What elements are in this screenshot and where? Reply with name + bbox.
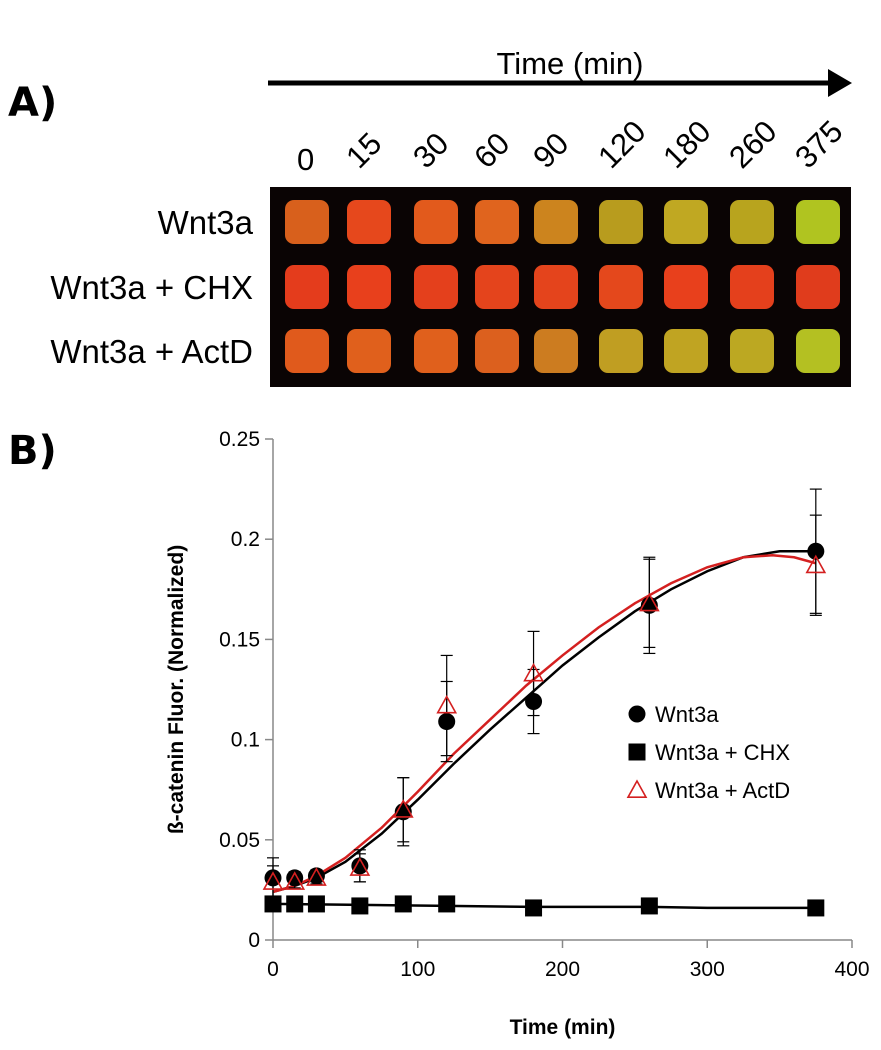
blot-well [475, 200, 519, 244]
blot-well [730, 200, 774, 244]
blot-well [534, 200, 578, 244]
blot-well [285, 200, 329, 244]
row-label: Wnt3a + ActD [50, 333, 253, 370]
blot-well [664, 265, 708, 309]
x-axis-title: Time (min) [510, 1016, 616, 1039]
data-point [307, 867, 325, 885]
data-point [286, 895, 304, 913]
legend-marker [628, 743, 646, 761]
panel-b: B) 0 0.05 0.1 0.15 0.2 0.25 0 100 200 300 400 Wnt3… [0, 400, 881, 1045]
data-point [438, 895, 456, 913]
blot-well [414, 265, 458, 309]
blot-well [796, 329, 840, 373]
y-tick-label: 0.1 [231, 729, 260, 752]
y-tick-label: 0.2 [231, 528, 260, 551]
data-point [262, 871, 284, 890]
y-tick-label: 0.15 [219, 628, 260, 651]
row-label: Wnt3a [158, 204, 254, 241]
time-point-label: 90 [526, 126, 575, 175]
error-bars [267, 488, 822, 899]
time-axis-title: Time (min) [497, 46, 644, 81]
fit-curve [272, 549, 816, 894]
legend-marker [626, 779, 648, 799]
panel-a: A) Time (min) 0 15 30 60 90 120 180 260 375 Wnt3… [0, 0, 881, 400]
chart-axes: 0 0.05 0.1 0.15 0.2 0.25 0 100 200 300 400 [219, 428, 869, 981]
data-point [392, 799, 414, 818]
blot-well [599, 329, 643, 373]
blot-well [599, 265, 643, 309]
time-point-label: 15 [339, 126, 388, 175]
x-tick-label: 300 [690, 958, 725, 981]
data-point [306, 867, 327, 886]
x-tick-label: 200 [545, 958, 580, 981]
row-label: Wnt3a + CHX [50, 269, 253, 306]
data-point [805, 554, 827, 574]
y-axis-title: ß-catenin Fluor. (Normalized) [165, 545, 188, 834]
time-point-label: 30 [406, 126, 455, 175]
data-point [264, 895, 282, 913]
data-points [262, 542, 827, 917]
legend-label: Wnt3a [655, 702, 719, 727]
blot-well [534, 329, 578, 373]
data-point [638, 592, 660, 612]
legend-marker [628, 705, 646, 723]
blot-well [475, 329, 519, 373]
fit-curve [272, 553, 817, 894]
x-tick-label: 0 [267, 958, 279, 981]
data-point [807, 542, 825, 560]
y-tick-label: 0.05 [219, 829, 260, 852]
data-point [525, 693, 543, 711]
blot-wells [285, 200, 840, 373]
fit-curves [272, 549, 817, 910]
time-point-label: 180 [656, 114, 717, 175]
data-point [351, 897, 369, 915]
data-point [307, 895, 325, 913]
data-point [807, 899, 825, 917]
panel-b-chart: B) 0 0.05 0.1 0.15 0.2 0.25 0 100 200 300 400 Wnt3… [8, 428, 870, 1039]
blot-well [475, 265, 519, 309]
legend-label: Wnt3a + ActD [655, 778, 790, 803]
row-labels: Wnt3a Wnt3a + CHX Wnt3a + ActD [50, 204, 253, 370]
panel-a-graphic: A) Time (min) 0 15 30 60 90 120 180 260 375 Wnt3… [8, 46, 852, 387]
time-arrow-head [828, 69, 852, 97]
blot-well [664, 329, 708, 373]
data-point [349, 857, 371, 876]
blot-well [664, 200, 708, 244]
x-tick-label: 100 [400, 958, 435, 981]
blot-well [347, 200, 391, 244]
data-point [284, 871, 306, 890]
time-point-label: 120 [591, 114, 652, 175]
blot-well [534, 265, 578, 309]
data-point [523, 662, 544, 682]
time-point-label: 375 [788, 114, 849, 175]
data-point [436, 694, 458, 714]
time-point-label: 260 [722, 114, 783, 175]
blot-well [285, 265, 329, 309]
blot-well [414, 200, 458, 244]
data-point [438, 713, 456, 731]
data-point [525, 899, 543, 917]
data-point [351, 857, 369, 875]
blot-well [796, 200, 840, 244]
blot-well [347, 329, 391, 373]
time-point-label: 60 [467, 126, 516, 175]
panel-a-label: A) [8, 80, 57, 126]
blot-well [730, 329, 774, 373]
chart-legend: Wnt3a Wnt3a + CHX Wnt3a + ActD [626, 702, 790, 803]
blot-well [796, 265, 840, 309]
panel-b-label: B) [8, 428, 57, 474]
data-point [394, 895, 412, 913]
blot-well [285, 329, 329, 373]
time-point-label: 0 [297, 142, 314, 177]
blot-well [599, 200, 643, 244]
blot-well [347, 265, 391, 309]
blot-well [730, 265, 774, 309]
y-tick-label: 0 [248, 929, 260, 952]
legend-label: Wnt3a + CHX [655, 740, 790, 765]
y-tick-label: 0.25 [219, 428, 260, 451]
data-point [640, 897, 658, 915]
x-tick-label: 400 [834, 958, 869, 981]
blot-well [414, 329, 458, 373]
time-point-labels: 0 15 30 60 90 120 180 260 375 [297, 114, 850, 177]
